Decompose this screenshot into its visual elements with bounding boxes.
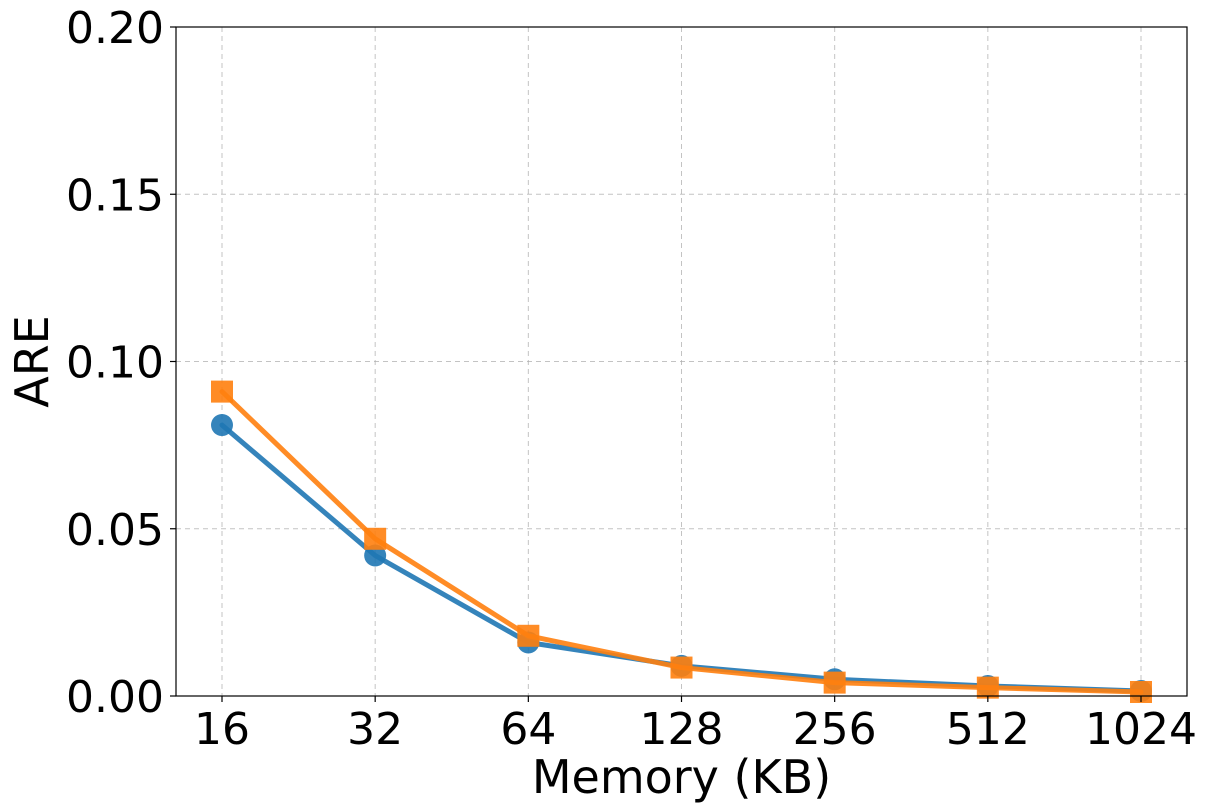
y-tick-label: 0.00 xyxy=(66,672,164,723)
data-point xyxy=(517,624,540,647)
series-2 xyxy=(211,380,1152,703)
grid-layer xyxy=(176,27,1187,696)
x-tick-label: 32 xyxy=(347,704,403,755)
data-point xyxy=(211,414,233,437)
tick-layer: 16 32 64 128 256 512 1024 0.00 0.05 0.10 0.15 0.20 xyxy=(66,3,1197,755)
y-axis-label: ARE xyxy=(5,315,59,408)
data-point xyxy=(364,527,387,550)
y-tick-label: 0.05 xyxy=(66,505,164,556)
series-layer xyxy=(211,380,1152,703)
data-point xyxy=(211,380,233,403)
x-tick-label: 128 xyxy=(640,704,724,755)
data-point xyxy=(670,656,693,679)
x-tick-label: 256 xyxy=(793,704,877,755)
data-point xyxy=(976,676,999,699)
data-point xyxy=(1130,680,1152,703)
x-tick-label: 16 xyxy=(194,704,250,755)
x-tick-label: 512 xyxy=(946,704,1030,755)
y-tick-label: 0.15 xyxy=(66,170,164,221)
y-tick-label: 0.10 xyxy=(66,338,164,389)
x-tick-label: 1024 xyxy=(1085,704,1197,755)
x-tick-label: 64 xyxy=(500,704,556,755)
x-axis-label: Memory (KB) xyxy=(532,750,831,804)
data-point xyxy=(823,671,846,694)
y-tick-label: 0.20 xyxy=(66,3,164,54)
data-point xyxy=(364,544,387,567)
